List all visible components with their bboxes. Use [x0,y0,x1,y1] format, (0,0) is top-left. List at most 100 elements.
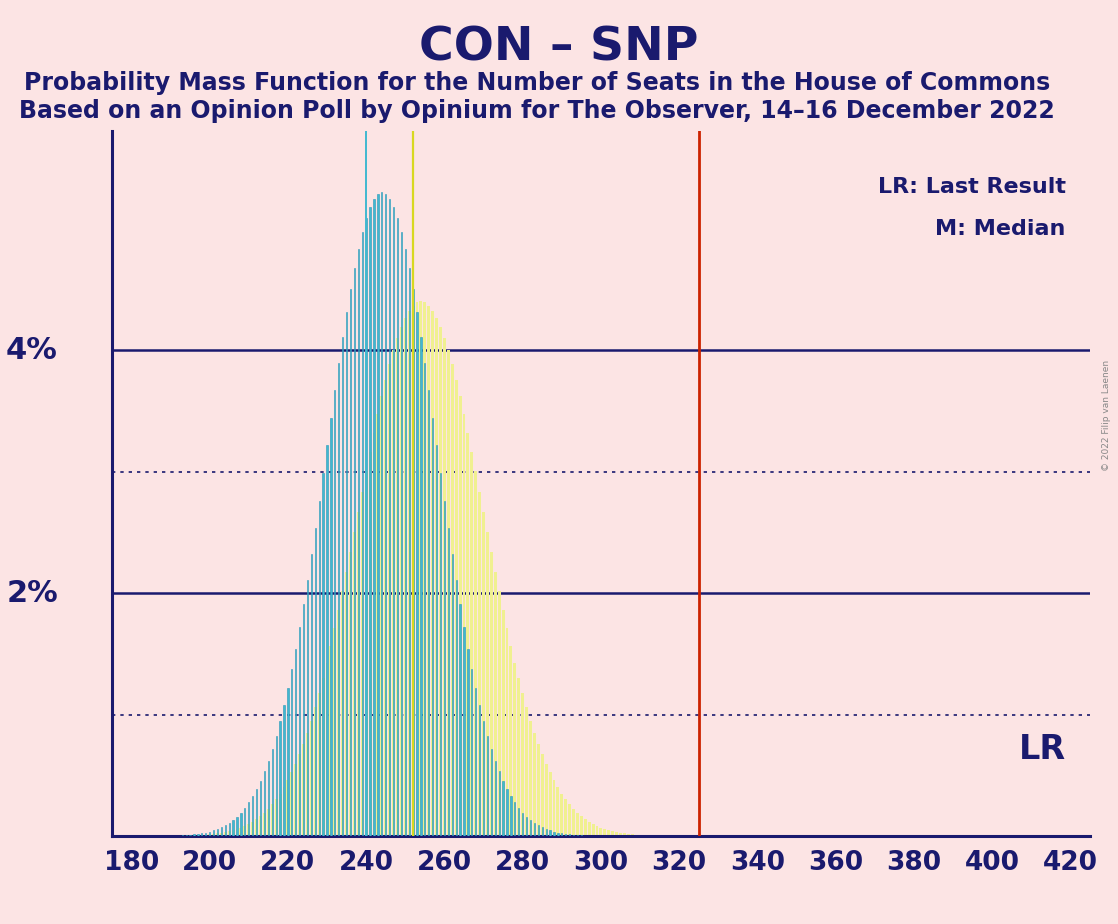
Text: Based on an Opinion Poll by Opinium for The Observer, 14–16 December 2022: Based on an Opinion Poll by Opinium for … [19,99,1054,123]
Bar [458,396,462,836]
Bar [451,364,454,836]
Bar [334,390,335,836]
Bar [572,834,575,836]
Bar [452,554,453,836]
Bar [424,302,426,836]
Text: 2%: 2% [7,578,58,608]
Bar [518,808,520,836]
Bar [631,834,634,836]
Bar [267,760,269,836]
Bar [612,832,614,836]
Bar [506,789,508,836]
Bar [272,749,273,836]
Bar [189,834,191,836]
Bar [514,802,515,836]
Bar [322,678,324,836]
Bar [505,628,509,836]
Bar [529,721,532,836]
Bar [353,532,356,836]
Bar [439,327,442,836]
Text: 4%: 4% [6,335,58,364]
Bar [491,749,492,836]
Bar [201,833,202,836]
Bar [463,414,465,836]
Bar [619,833,622,836]
Bar [197,835,199,836]
Bar [428,390,429,836]
Bar [588,821,590,836]
Bar [228,823,230,836]
Bar [256,789,257,836]
Bar [205,833,207,836]
Bar [278,794,282,836]
Bar [377,414,379,836]
Bar [599,828,603,836]
Bar [525,817,528,836]
Bar [392,207,395,836]
Bar [239,828,243,836]
Bar [263,813,266,836]
Bar [522,812,523,836]
Bar [314,528,316,836]
Bar [416,312,418,836]
Bar [444,501,445,836]
Bar [552,780,556,836]
Bar [411,306,415,836]
Bar [471,452,473,836]
Bar [193,834,195,836]
Bar [326,445,328,836]
Bar [280,722,281,836]
Bar [333,628,337,836]
Bar [275,736,277,836]
Bar [459,604,461,836]
Bar [236,817,238,836]
Bar [319,501,320,836]
Bar [240,812,241,836]
Bar [236,829,238,836]
Bar [314,708,316,836]
Bar [212,831,215,836]
Bar [643,835,645,836]
Bar [447,528,449,836]
Bar [220,827,222,836]
Bar [455,380,457,836]
Bar [267,808,269,836]
Bar [341,591,344,836]
Bar [479,705,481,836]
Bar [513,663,517,836]
Bar [361,492,363,836]
Bar [474,471,477,836]
Bar [291,669,293,836]
Bar [303,604,304,836]
Bar [385,194,387,836]
Bar [483,722,484,836]
Bar [635,834,637,836]
Bar [366,218,367,836]
Bar [299,754,301,836]
Bar [436,445,437,836]
Bar [208,834,211,836]
Bar [482,512,485,836]
Bar [381,192,382,836]
Bar [345,312,348,836]
Bar [463,627,465,836]
Bar [486,736,489,836]
Bar [275,799,277,836]
Bar [494,572,496,836]
Bar [225,825,226,836]
Bar [252,821,254,836]
Bar [264,772,265,836]
Bar [538,825,539,836]
Bar [259,816,262,836]
Bar [283,705,285,836]
Bar [577,835,578,836]
Bar [427,306,430,836]
Bar [537,744,540,836]
Bar [220,833,222,836]
Bar [283,787,285,836]
Bar [569,834,570,836]
Bar [557,787,559,836]
Bar [338,610,340,836]
Bar [311,554,312,836]
Bar [565,834,567,836]
